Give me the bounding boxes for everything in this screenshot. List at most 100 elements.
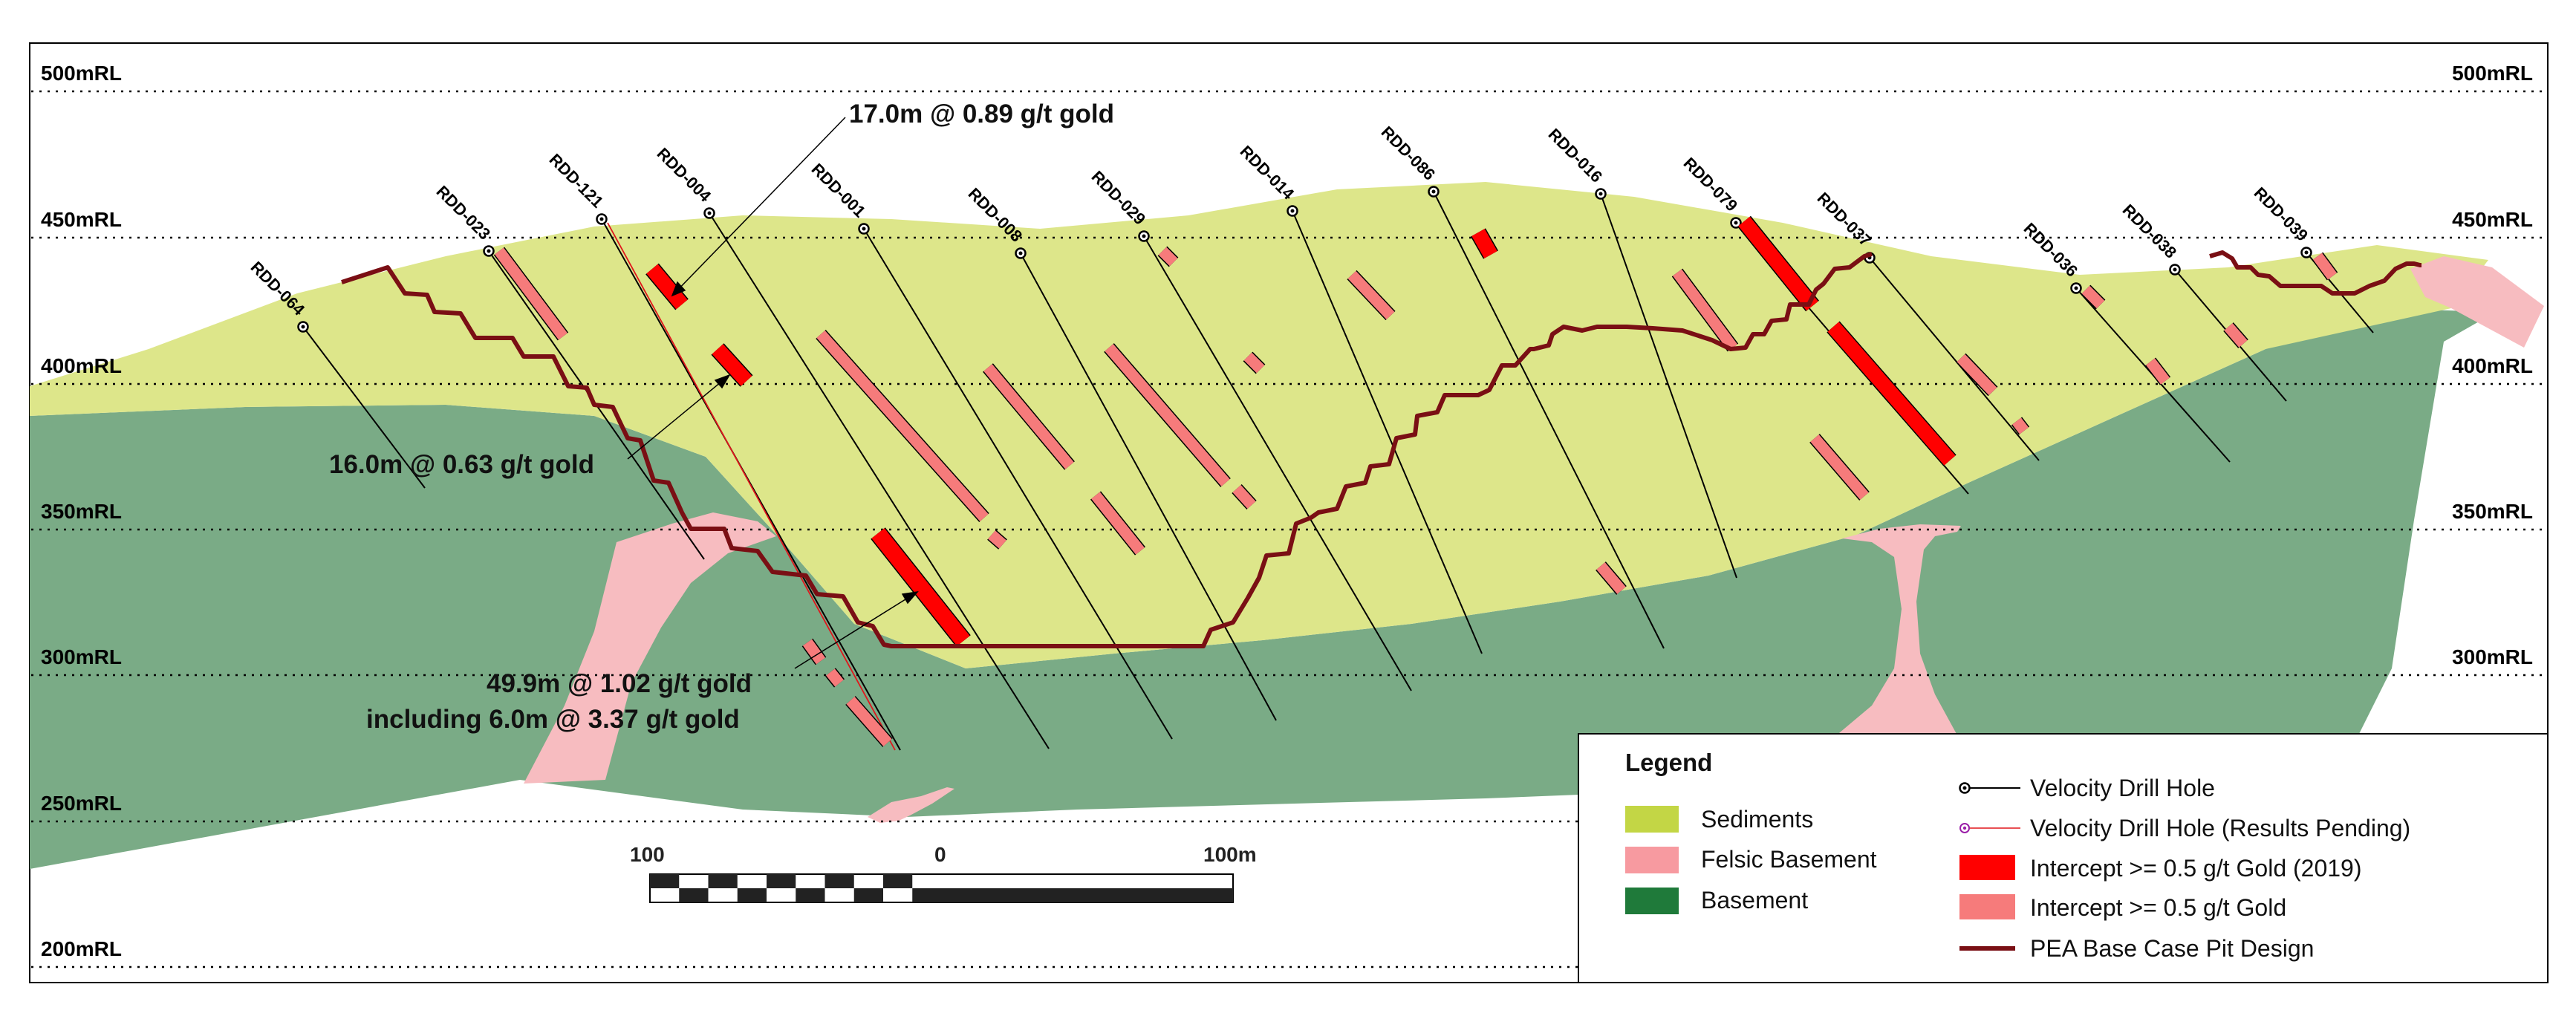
pending-drill-hole <box>607 222 896 751</box>
intercept <box>826 668 844 687</box>
collar-dot <box>707 211 712 215</box>
collar-dot <box>2173 267 2177 272</box>
collar-dot <box>1142 234 1146 238</box>
legend-swatch-intercept-2019 <box>1959 855 2015 880</box>
intercept <box>1347 270 1395 320</box>
legend-title: Legend <box>1625 749 1712 776</box>
drill-hole-trace <box>1433 191 1665 649</box>
legend-label-drill-hole: Velocity Drill Hole <box>2030 775 2215 801</box>
collar-dot <box>2304 250 2309 255</box>
geology <box>30 182 2544 869</box>
scale-segment <box>708 874 738 888</box>
felsic-unit-far-right <box>2410 256 2544 348</box>
intercept <box>494 247 568 340</box>
intercept-2019 <box>1471 229 1497 258</box>
drill-hole-trace <box>1869 257 2040 461</box>
scale-segment <box>650 874 680 888</box>
scale-segment <box>941 888 1233 902</box>
legend-swatch-sediments <box>1625 806 1679 833</box>
drill-hole-trace <box>863 228 1173 740</box>
intercept-2019 <box>712 344 752 386</box>
intercept <box>1596 562 1626 594</box>
collar-dot <box>487 249 491 253</box>
leader-line-middle <box>627 374 730 460</box>
intercept <box>1810 434 1869 500</box>
arrowhead-top <box>671 281 686 297</box>
scale-label-mid: 0 <box>934 843 946 866</box>
legend: Legend Sediments Felsic Basement Basemen… <box>1578 733 2549 983</box>
drill-hole-trace <box>302 326 426 489</box>
scale-label-right: 100m <box>1203 843 1257 866</box>
rl-label-left: 200mRL <box>41 937 122 960</box>
scale-label-left: 100 <box>630 843 665 866</box>
scale-segment <box>679 888 709 902</box>
legend-pending-collar-dot <box>1962 826 1967 830</box>
legend-label-pending: Velocity Drill Hole (Results Pending) <box>2030 815 2410 841</box>
drill-hole-trace <box>709 212 1050 749</box>
intercept <box>1243 352 1265 374</box>
scale-segment <box>853 888 883 902</box>
collar-dot <box>1734 221 1738 225</box>
intercepts <box>493 215 2338 747</box>
rl-label-left: 250mRL <box>41 792 122 815</box>
intercept <box>1957 354 1997 396</box>
intercept <box>816 330 989 521</box>
arrowhead-middle <box>714 374 731 389</box>
intercept <box>1091 492 1145 555</box>
rl-label-left: 450mRL <box>41 208 122 231</box>
leader-lines <box>627 117 919 669</box>
collar-dot <box>599 217 604 221</box>
legend-collar-dot <box>1962 786 1967 790</box>
intercept <box>2146 358 2170 385</box>
pit-design-outline-right <box>2209 250 2422 296</box>
intercept-2019 <box>646 264 688 310</box>
intercept <box>2081 285 2105 309</box>
legend-label-intercept-2019: Intercept >= 0.5 g/t Gold (2019) <box>2030 855 2362 882</box>
rl-labels: 500mRL 500mRL 450mRL 450mRL 400mRL 400mRL 350m… <box>41 62 2533 960</box>
collar-dot <box>1598 192 1603 196</box>
intercept <box>2012 417 2029 434</box>
legend-label-sediments: Sediments <box>1701 806 1813 833</box>
felsic-unit-bottom <box>868 787 954 823</box>
intercept <box>1672 269 1738 351</box>
legend-label-felsic: Felsic Basement <box>1701 846 1877 873</box>
intercept <box>2312 253 2338 280</box>
scale-blocks <box>649 873 1234 903</box>
rl-label-left: 350mRL <box>41 500 122 523</box>
intercept <box>1232 484 1256 509</box>
collar-dot <box>301 325 305 329</box>
rl-label-left: 400mRL <box>41 354 122 377</box>
rl-label-right: 350mRL <box>2452 500 2533 523</box>
rl-label-right: 400mRL <box>2452 354 2533 377</box>
scale-segment <box>824 874 854 888</box>
collar-dot <box>1431 189 1436 194</box>
scale-segment <box>883 874 913 888</box>
felsic-unit-left <box>524 512 776 784</box>
legend-box <box>1578 733 2549 983</box>
annotation-bottom-1: 49.9m @ 1.02 g/t gold <box>487 669 752 698</box>
drill-hole-trace <box>1020 253 1277 721</box>
intercept <box>983 364 1074 469</box>
intercept <box>988 530 1006 549</box>
annotation-middle: 16.0m @ 0.63 g/t gold <box>329 450 594 479</box>
drill-hole-trace <box>1292 210 1483 654</box>
rl-label-right: 500mRL <box>2452 62 2533 85</box>
legend-swatch-basement <box>1625 888 1679 914</box>
rl-label-left: 300mRL <box>41 645 122 668</box>
rl-label-right: 300mRL <box>2452 645 2533 668</box>
annotation-top: 17.0m @ 0.89 g/t gold <box>849 100 1114 128</box>
felsic-unit-right <box>1835 524 1961 737</box>
collar-dot <box>2074 286 2078 290</box>
drill-hole-trace <box>1143 235 1412 691</box>
pit-design-outline <box>341 252 1873 648</box>
scale-bar: 100 0 100m <box>630 843 1257 903</box>
legend-label-basement: Basement <box>1701 887 1808 914</box>
scale-segment <box>912 888 942 902</box>
intercept-2019 <box>1738 216 1818 311</box>
legend-label-intercept: Intercept >= 0.5 g/t Gold <box>2030 894 2286 921</box>
rl-label-left: 500mRL <box>41 62 122 85</box>
intercept <box>1158 247 1178 267</box>
scale-segment <box>737 888 767 902</box>
intercept <box>802 639 826 665</box>
